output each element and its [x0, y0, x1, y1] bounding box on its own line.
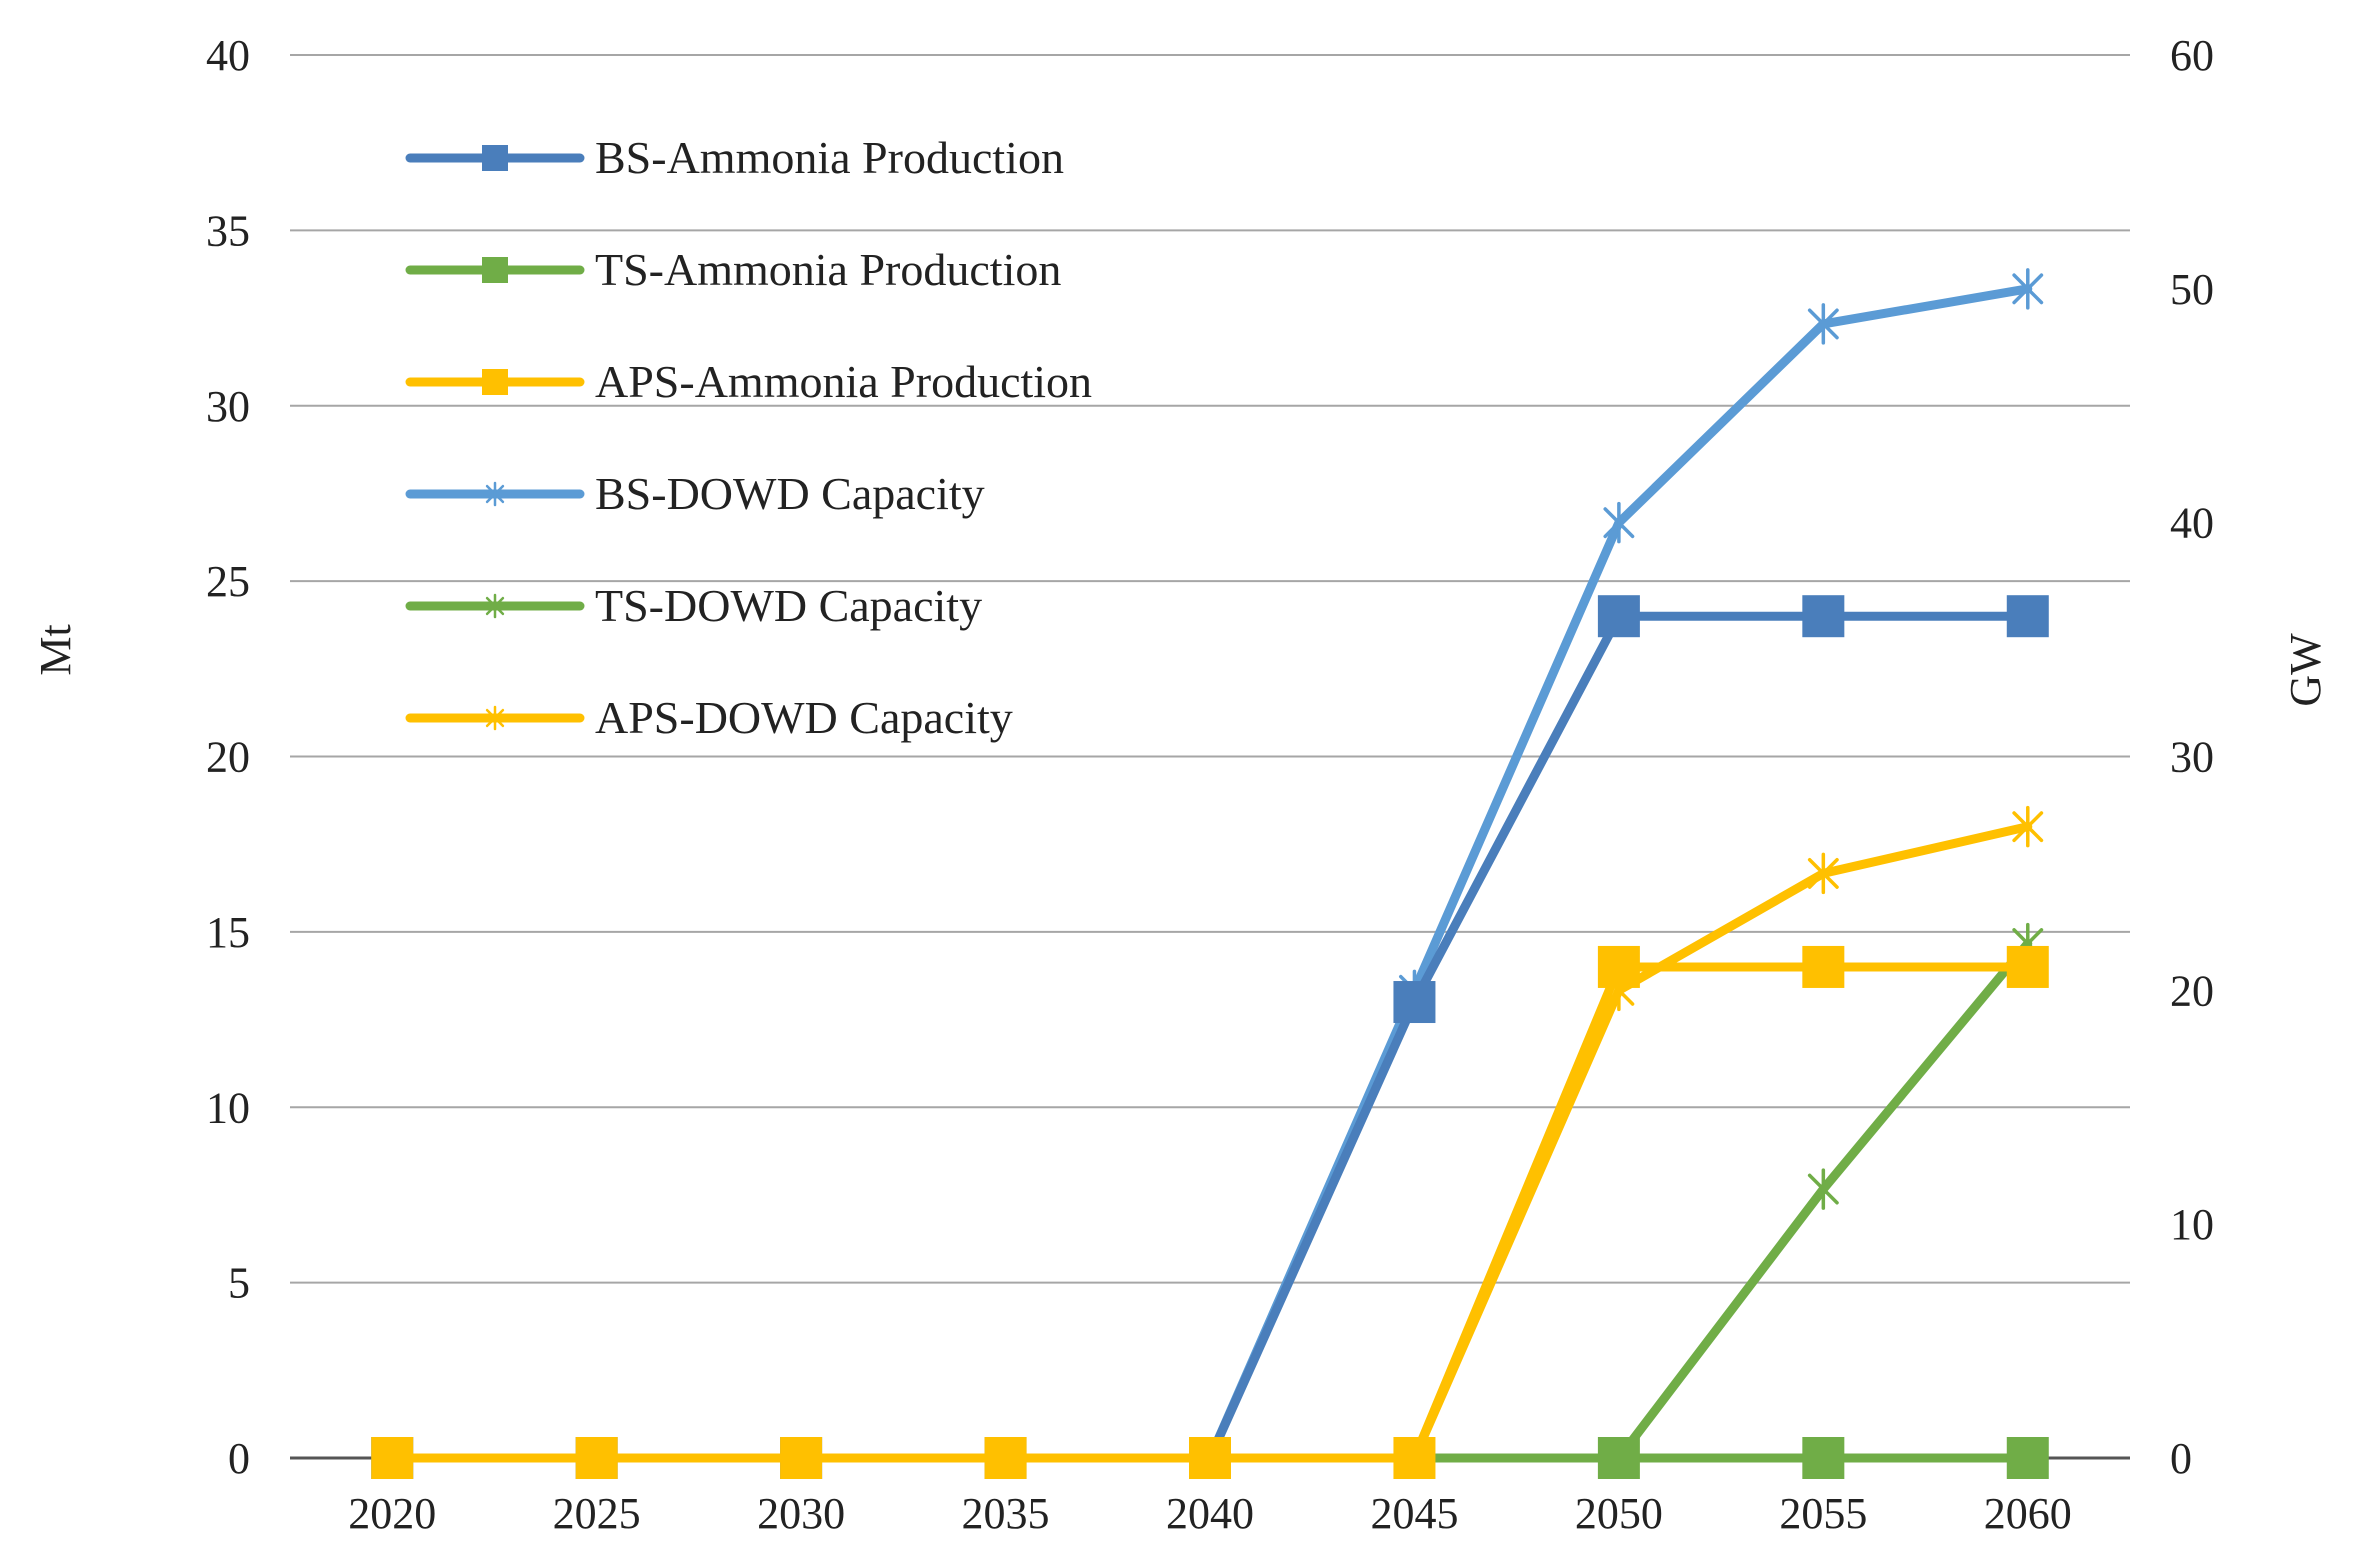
legend-label: BS-DOWD Capacity: [595, 468, 985, 519]
data-point: [2006, 945, 2049, 988]
data-point: [2012, 268, 2044, 310]
y-axis-title: Mt: [31, 624, 80, 675]
data-point: [2012, 805, 2044, 848]
legend-item-aps-dowd-capacity: APS-DOWD Capacity: [405, 692, 1013, 743]
data-point: [575, 1437, 618, 1479]
x-tick-label: 2045: [1370, 1489, 1458, 1538]
legend-label: APS-DOWD Capacity: [595, 692, 1013, 743]
legend-marker: [485, 705, 505, 731]
data-point: [1807, 303, 1839, 345]
legend-item-aps-ammonia-production: APS-Ammonia Production: [405, 356, 1092, 407]
series-aps-ammonia-production: [371, 945, 2049, 1479]
data-point: [2006, 595, 2049, 638]
legend-marker: [485, 593, 505, 619]
data-point: [1189, 1437, 1231, 1479]
legend-marker: [482, 145, 508, 171]
data-point: [1802, 945, 1845, 988]
data-point: [1393, 1437, 1436, 1479]
data-point: [371, 1437, 414, 1479]
x-tick-label: 2025: [553, 1489, 641, 1538]
series-line: [387, 962, 2033, 1463]
legend-marker: [482, 257, 508, 283]
legend-item-ts-dowd-capacity: TS-DOWD Capacity: [405, 580, 982, 631]
series-bs-dowd-capacity: [376, 268, 2044, 1479]
y-tick-label: 20: [206, 733, 250, 782]
y2-tick-label: 20: [2170, 966, 2214, 1015]
x-tick-label: 2020: [348, 1489, 436, 1538]
data-point: [1807, 852, 1839, 895]
data-point: [1802, 595, 1845, 638]
x-tick-label: 2035: [962, 1489, 1050, 1538]
legend-item-ts-ammonia-production: TS-Ammonia Production: [405, 244, 1061, 295]
gridlines: [290, 54, 2130, 1460]
y-tick-label: 30: [206, 382, 250, 431]
legend-marker: [482, 369, 508, 395]
data-point: [780, 1437, 823, 1479]
legend-label: TS-Ammonia Production: [595, 244, 1061, 295]
x-tick-label: 2030: [757, 1489, 845, 1538]
data-point: [1393, 981, 1436, 1024]
y2-tick-label: 60: [2170, 31, 2214, 80]
data-point: [1597, 945, 1640, 988]
legend-marker: [485, 481, 505, 507]
series-line: [387, 822, 2033, 1463]
y-tick-label: 0: [228, 1434, 250, 1483]
legend-label: APS-Ammonia Production: [595, 356, 1092, 407]
y2-tick-label: 30: [2170, 733, 2214, 782]
y2-tick-label: 0: [2170, 1434, 2192, 1483]
y-tick-label: 40: [206, 31, 250, 80]
series-line: [1409, 939, 2033, 1463]
series-lines: [371, 268, 2049, 1479]
series-aps-dowd-capacity: [376, 805, 2044, 1479]
y-tick-label: 5: [228, 1259, 250, 1308]
legend: BS-Ammonia Production TS-Ammonia Producti…: [405, 132, 1092, 743]
x-tick-label: 2050: [1575, 1489, 1663, 1538]
series-ts-dowd-capacity: [1399, 922, 2044, 1479]
data-point: [1603, 501, 1635, 544]
y2-tick-label: 40: [2170, 499, 2214, 548]
y-tick-label: 15: [206, 908, 250, 957]
data-point: [984, 1437, 1027, 1479]
data-point: [1597, 595, 1640, 638]
series-ts-ammonia-production: [1597, 1437, 2049, 1479]
data-point: [1597, 1437, 1640, 1479]
legend-label: TS-DOWD Capacity: [595, 580, 982, 631]
y-tick-label: 25: [206, 557, 250, 606]
x-tick-label: 2040: [1166, 1489, 1254, 1538]
legend-item-bs-ammonia-production: BS-Ammonia Production: [405, 132, 1064, 183]
x-tick-label: 2060: [1984, 1489, 2072, 1538]
legend-item-bs-dowd-capacity: BS-DOWD Capacity: [405, 468, 985, 519]
data-point: [1807, 1168, 1839, 1210]
y-tick-label: 10: [206, 1083, 250, 1132]
legend-label: BS-Ammonia Production: [595, 132, 1064, 183]
data-point: [1802, 1437, 1845, 1479]
y2-tick-label: 50: [2170, 265, 2214, 314]
y2-axis-title: GW: [2281, 633, 2330, 707]
data-point: [2006, 1437, 2049, 1479]
y-tick-label: 35: [206, 206, 250, 255]
x-tick-label: 2055: [1779, 1489, 1867, 1538]
y2-tick-label: 10: [2170, 1200, 2214, 1249]
